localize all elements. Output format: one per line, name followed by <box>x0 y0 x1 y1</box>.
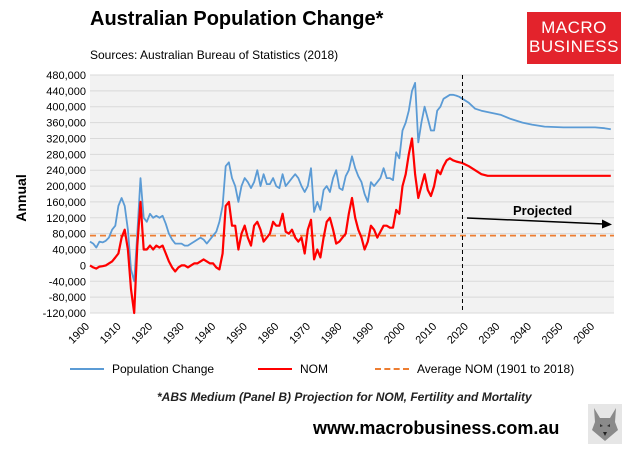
y-tick-label: 40,000 <box>52 245 86 257</box>
y-tick-label: 480,000 <box>46 70 86 82</box>
x-tick-label: 1920 <box>129 321 155 347</box>
x-tick-label: 2030 <box>477 321 503 347</box>
macrobusiness-logo: MACRO BUSINESS <box>527 12 621 64</box>
legend-label-nom: NOM <box>300 362 328 376</box>
legend-item-average: Average NOM (1901 to 2018) <box>375 362 574 376</box>
x-tick-label: 2040 <box>508 321 534 347</box>
legend-label-population: Population Change <box>112 362 215 376</box>
y-tick-label: 160,000 <box>46 197 86 209</box>
y-tick-label: -40,000 <box>49 276 86 288</box>
legend-swatch-population <box>70 368 104 370</box>
y-axis-ticks: -120,000 -80,000 -40,000 0 40,000 80,000 120,0… <box>43 70 86 320</box>
legend-item-nom: NOM <box>258 362 328 376</box>
logo-line-2: BUSINESS <box>529 37 619 56</box>
legend-swatch-nom <box>258 368 292 370</box>
x-tick-label: 2060 <box>571 321 597 347</box>
chart-area: -120,000 -80,000 -40,000 0 40,000 80,000 120,0… <box>13 70 614 347</box>
y-tick-label: 360,000 <box>46 118 86 130</box>
y-tick-label: 120,000 <box>46 213 86 225</box>
x-tick-label: 2020 <box>445 321 471 347</box>
population-change-line <box>89 82 611 283</box>
x-axis-ticks: 1900 1910 1920 1930 1940 1950 1960 1970 1980 1990… <box>66 321 597 347</box>
x-tick-label: 1910 <box>98 321 124 347</box>
x-tick-label: 1960 <box>256 321 282 347</box>
x-tick-label: 2010 <box>414 321 440 347</box>
legend-label-average: Average NOM (1901 to 2018) <box>417 362 575 376</box>
x-tick-label: 1930 <box>161 321 187 347</box>
nom-line <box>89 137 611 315</box>
x-tick-label: 2050 <box>540 321 566 347</box>
y-tick-label: 320,000 <box>46 133 86 145</box>
x-tick-label: 1990 <box>350 321 376 347</box>
y-tick-label: -120,000 <box>43 308 86 320</box>
plot-background <box>90 75 614 313</box>
y-tick-label: 400,000 <box>46 102 86 114</box>
wolf-logo-icon <box>588 404 622 444</box>
y-tick-label: 0 <box>80 260 86 272</box>
legend: Population Change NOM Average NOM (1901 … <box>0 362 633 380</box>
y-tick-label: 280,000 <box>46 149 86 161</box>
legend-item-population: Population Change <box>70 362 214 376</box>
gridlines <box>90 74 614 314</box>
projected-arrowhead <box>602 219 612 229</box>
x-tick-label: 1900 <box>66 321 92 347</box>
website-url: www.macrobusiness.com.au <box>313 418 560 438</box>
logo-line-1: MACRO <box>541 18 607 37</box>
series-layer <box>89 82 614 315</box>
source-note: Sources: Australian Bureau of Statistics… <box>90 48 339 62</box>
y-tick-label: 440,000 <box>46 86 86 98</box>
y-tick-label: 240,000 <box>46 165 86 177</box>
x-tick-label: 1980 <box>319 321 345 347</box>
y-tick-label: -80,000 <box>49 292 86 304</box>
projected-annotation: Projected <box>513 203 572 218</box>
x-tick-label: 1940 <box>193 321 219 347</box>
x-tick-label: 1950 <box>224 321 250 347</box>
chart-title: Australian Population Change* <box>90 8 384 30</box>
projected-arrow <box>466 217 605 225</box>
y-axis-label: Annual <box>13 174 29 221</box>
y-tick-label: 80,000 <box>52 229 86 241</box>
x-tick-label: 1970 <box>287 321 313 347</box>
x-tick-label: 2000 <box>382 321 408 347</box>
footnote: *ABS Medium (Panel B) Projection for NOM… <box>157 390 532 404</box>
y-tick-label: 200,000 <box>46 181 86 193</box>
legend-swatch-average <box>375 368 409 370</box>
